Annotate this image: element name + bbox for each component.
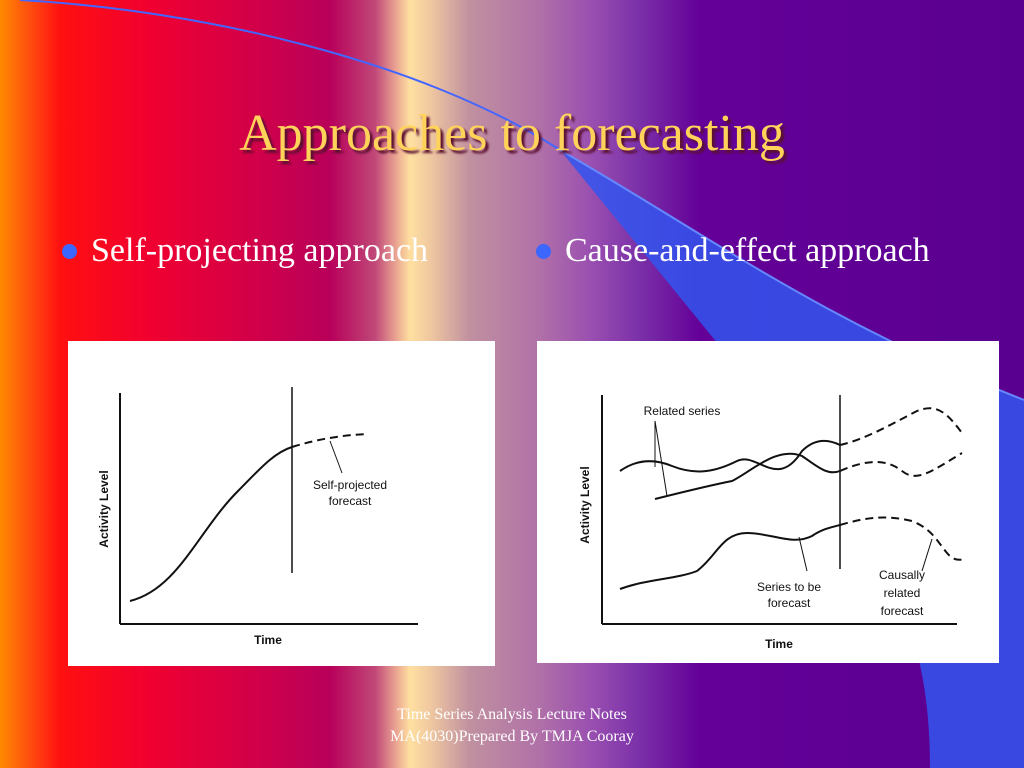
x-axis-label: Time xyxy=(254,633,282,647)
annotation-forecast: forecast xyxy=(768,596,811,610)
annotation-pointer xyxy=(654,420,668,497)
slide-title: Approaches to forecasting xyxy=(239,105,785,162)
annotation-causal-forecast: forecast xyxy=(881,604,924,618)
annotation-causally: Causally xyxy=(879,568,925,582)
historical-series-line xyxy=(129,446,293,602)
annotation-related: related xyxy=(884,586,921,600)
bullet-label: Self-projecting approach xyxy=(91,232,429,269)
annotation-pointer xyxy=(921,538,933,572)
annotation-series-to-be: Series to be xyxy=(757,580,821,594)
footer-line-2: MA(4030)Prepared By TMJA Cooray xyxy=(390,728,634,745)
annotation-forecast: forecast xyxy=(329,494,372,508)
footer-line-1: Time Series Analysis Lecture Notes xyxy=(397,706,627,723)
bullet-label: Cause-and-effect approach xyxy=(565,232,930,269)
bullet-dot-icon xyxy=(62,243,77,259)
self-projecting-diagram-graphic: Self-projected forecast Activity Level T… xyxy=(97,387,418,647)
y-axis-label: Activity Level xyxy=(97,470,111,547)
annotation-related-series: Related series xyxy=(644,404,721,418)
annotation-self-projected: Self-projected xyxy=(313,478,387,492)
related-series-1-line xyxy=(619,439,841,473)
bullet-self-projecting: Self-projecting approach xyxy=(62,232,428,270)
related-series-2-forecast xyxy=(839,452,963,477)
bullet-cause-and-effect: Cause-and-effect approach xyxy=(536,232,930,270)
x-axis-label: Time xyxy=(765,637,793,651)
cause-and-effect-diagram-graphic: Related series Series to be forecast Cau… xyxy=(578,395,966,651)
y-axis-label: Activity Level xyxy=(578,466,592,543)
cause-and-effect-diagram: Related series Series to be forecast Cau… xyxy=(537,341,999,663)
related-series-2-line xyxy=(654,452,841,500)
annotation-pointer xyxy=(329,440,343,474)
bullet-dot-icon xyxy=(536,243,551,259)
target-series-forecast xyxy=(839,516,966,561)
target-series-line xyxy=(619,524,841,590)
projected-forecast-line xyxy=(291,433,369,448)
slide-footer: Time Series Analysis Lecture Notes MA(40… xyxy=(0,704,1024,748)
annotation-pointer xyxy=(798,536,808,572)
self-projecting-diagram: Self-projected forecast Activity Level T… xyxy=(68,341,495,666)
related-series-1-forecast xyxy=(839,407,963,446)
